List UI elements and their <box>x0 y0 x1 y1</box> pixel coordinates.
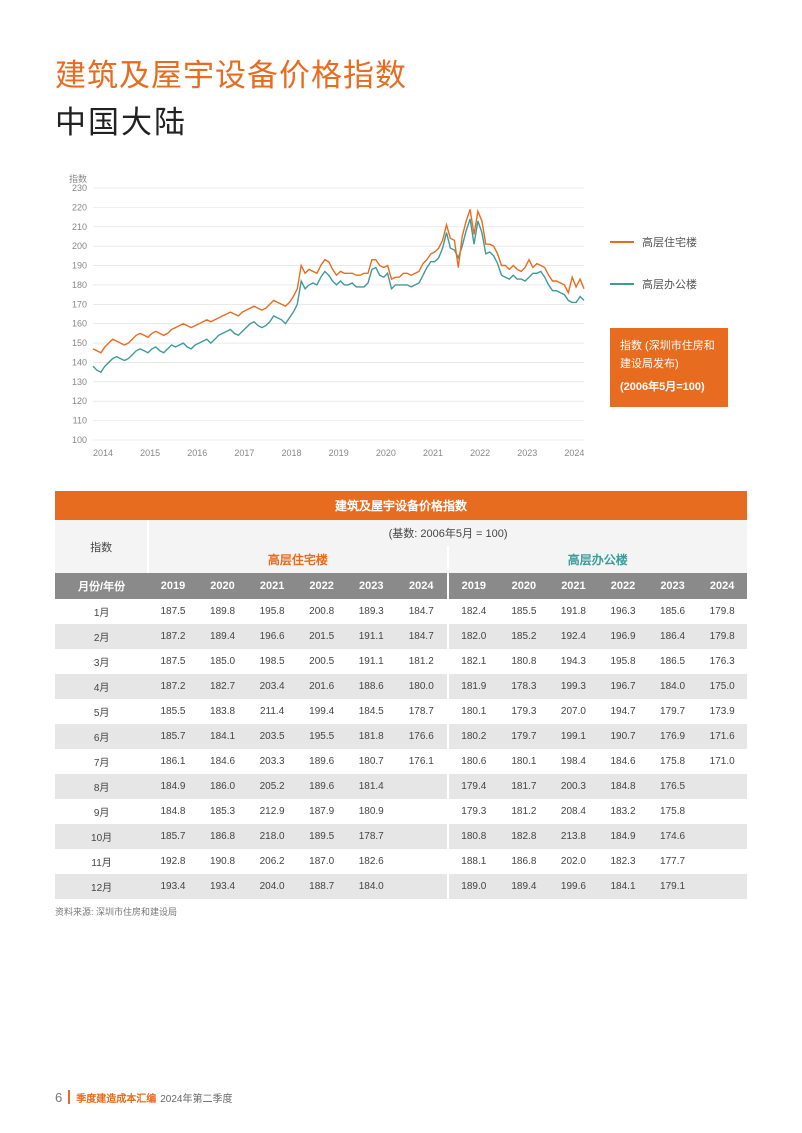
svg-text:230: 230 <box>72 183 87 193</box>
svg-text:2024: 2024 <box>564 448 584 458</box>
svg-text:100: 100 <box>72 435 87 445</box>
svg-text:2023: 2023 <box>517 448 537 458</box>
svg-text:220: 220 <box>72 202 87 212</box>
svg-text:2021: 2021 <box>423 448 443 458</box>
title-line1: 建筑及屋宇设备价格指数 <box>55 50 747 95</box>
page-title-block: 建筑及屋宇设备价格指数 中国大陆 <box>55 50 747 142</box>
svg-text:2014: 2014 <box>93 448 113 458</box>
svg-text:190: 190 <box>72 261 87 271</box>
info-box-line1: 指数 (深圳市住房和建设局发布) <box>620 338 718 373</box>
data-table-wrap: 建筑及屋宇设备价格指数指数(基数: 2006年5月 = 100)高层住宅楼高层办… <box>55 491 747 918</box>
svg-text:110: 110 <box>73 416 87 426</box>
svg-text:2019: 2019 <box>329 448 349 458</box>
svg-text:2017: 2017 <box>234 448 254 458</box>
source-note: 资料来源: 深圳市住房和建设局 <box>55 905 747 918</box>
legend-swatch-2 <box>610 283 634 285</box>
legend-swatch-1 <box>610 241 634 243</box>
legend-item-office: 高层办公楼 <box>610 276 697 292</box>
footer-subtitle: 2024年第二季度 <box>160 1090 232 1105</box>
legend-label-1: 高层住宅楼 <box>642 234 697 250</box>
svg-text:160: 160 <box>72 319 87 329</box>
title-line2: 中国大陆 <box>55 97 747 142</box>
svg-text:200: 200 <box>72 241 87 251</box>
svg-text:150: 150 <box>72 338 87 348</box>
svg-text:2022: 2022 <box>470 448 490 458</box>
svg-text:140: 140 <box>72 357 87 367</box>
info-box-line2: (2006年5月=100) <box>620 379 718 397</box>
svg-text:2020: 2020 <box>376 448 396 458</box>
svg-text:170: 170 <box>72 299 87 309</box>
data-table: 建筑及屋宇设备价格指数指数(基数: 2006年5月 = 100)高层住宅楼高层办… <box>55 491 747 899</box>
footer-divider <box>68 1090 70 1104</box>
svg-text:130: 130 <box>72 377 87 387</box>
page-number: 6 <box>55 1090 62 1105</box>
page-footer: 6 季度建造成本汇编 2024年第二季度 <box>55 1088 232 1105</box>
chart-side-column: 高层住宅楼 高层办公楼 指数 (深圳市住房和建设局发布) (2006年5月=10… <box>610 234 730 407</box>
svg-text:180: 180 <box>72 280 87 290</box>
svg-text:2015: 2015 <box>140 448 160 458</box>
legend-label-2: 高层办公楼 <box>642 276 697 292</box>
footer-title: 季度建造成本汇编 <box>76 1090 156 1105</box>
svg-text:2016: 2016 <box>187 448 207 458</box>
index-info-box: 指数 (深圳市住房和建设局发布) (2006年5月=100) <box>610 328 728 407</box>
legend-item-residential: 高层住宅楼 <box>610 234 697 250</box>
svg-text:210: 210 <box>72 222 87 232</box>
line-chart: 指数10011012013014015016017018019020021022… <box>55 170 590 465</box>
svg-text:120: 120 <box>72 396 87 406</box>
svg-text:2018: 2018 <box>282 448 302 458</box>
